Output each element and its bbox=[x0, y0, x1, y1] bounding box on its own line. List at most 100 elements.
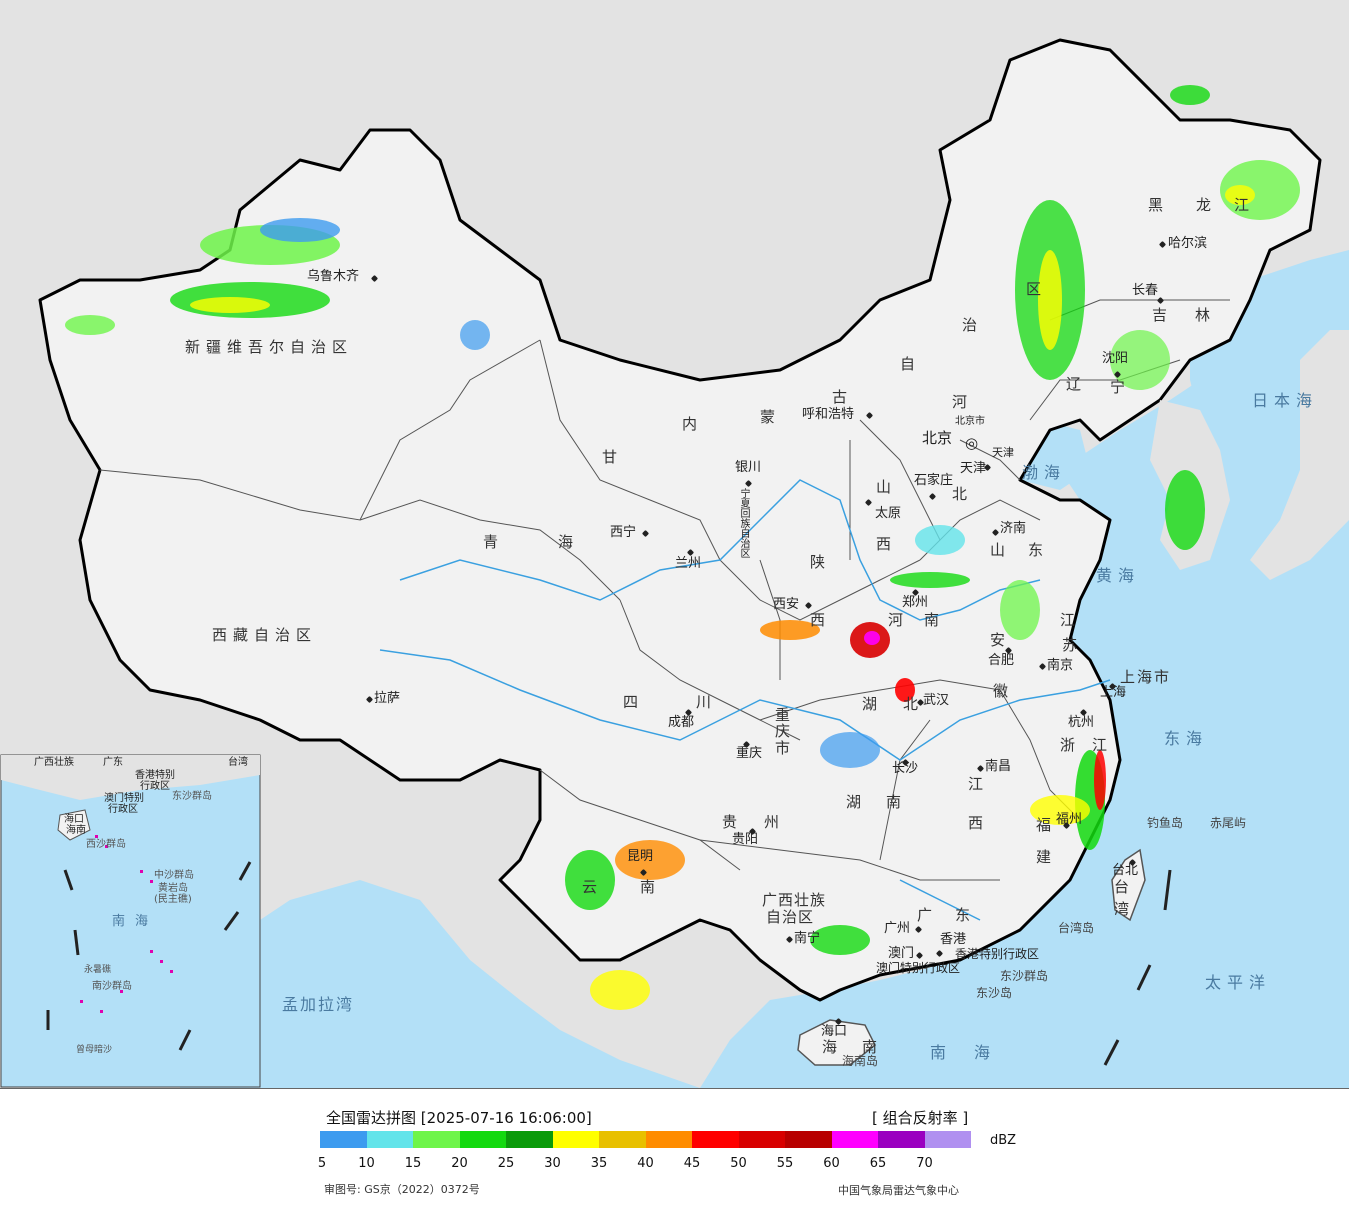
label-anhui-2: 徽 bbox=[993, 682, 1015, 700]
city-nanjing: 南京 bbox=[1047, 658, 1074, 673]
label-diaoyu: 钓鱼岛 bbox=[1147, 816, 1184, 830]
city-kunming: 昆明 bbox=[627, 849, 654, 864]
scale-tick-label: 5 bbox=[317, 1156, 327, 1171]
label-shanghai: 上海市 bbox=[1120, 668, 1172, 686]
label-chongqing-3: 市 bbox=[775, 739, 797, 757]
scale-swatch bbox=[831, 1131, 878, 1148]
nine-dash-line bbox=[46, 861, 1172, 1066]
radar-map[interactable]: 新疆维吾尔自治区 西藏自治区 青 海 甘 四 川 云 南 贵 州 广西壮族 自治… bbox=[0, 0, 1349, 1089]
capital-icon: ◎ bbox=[965, 434, 979, 452]
label-jilin-2: 林 bbox=[1195, 306, 1217, 324]
label-guangxi-1: 广西壮族 bbox=[762, 891, 827, 909]
inset-nansha: 南沙群岛 bbox=[92, 981, 132, 992]
label-hubei-1: 湖 bbox=[862, 695, 884, 713]
label-guangdong-1: 广 bbox=[917, 906, 939, 924]
label-fujian-1: 福 bbox=[1036, 816, 1058, 834]
inset-zengmu: 曾母暗沙 bbox=[76, 1045, 113, 1055]
label-yunnan-1: 云 bbox=[582, 878, 604, 896]
scale-swatch bbox=[878, 1131, 925, 1148]
scale-swatch bbox=[599, 1131, 646, 1148]
label-qinghai-2: 海 bbox=[558, 533, 580, 551]
organization-name: 中国气象局雷达气象中心 bbox=[838, 1184, 959, 1197]
inset-hk-2: 行政区 bbox=[140, 781, 170, 792]
scale-swatch bbox=[413, 1131, 460, 1148]
label-hubei-2: 北 bbox=[903, 695, 925, 713]
scale-tick-label: 20 bbox=[451, 1156, 468, 1171]
label-taiwan-1: 台 bbox=[1114, 878, 1136, 896]
city-shenyang: 沈阳 bbox=[1102, 351, 1129, 366]
japan-islands bbox=[1250, 330, 1349, 580]
label-shandong-2: 东 bbox=[1028, 541, 1050, 559]
scale-swatch bbox=[738, 1131, 785, 1148]
label-neimenggu-2: 蒙 bbox=[760, 408, 782, 426]
label-ningxia: 宁夏回族自治区 bbox=[738, 488, 749, 558]
label-sichuan-2: 川 bbox=[696, 693, 718, 711]
scale-swatch bbox=[552, 1131, 599, 1148]
scale-tick-label: 50 bbox=[730, 1156, 747, 1171]
label-hebei-1: 河 bbox=[952, 393, 974, 411]
label-guizhou-2: 州 bbox=[764, 813, 786, 831]
scale-tick-label: 30 bbox=[544, 1156, 561, 1171]
label-jiangxi-2: 西 bbox=[968, 814, 990, 832]
inset-south-sea: 南海 bbox=[112, 914, 159, 929]
city-jinan: 济南 bbox=[1000, 521, 1027, 536]
radar-echoes bbox=[65, 85, 1300, 1010]
label-hunan-2: 南 bbox=[886, 793, 908, 811]
legend-panel: 全国雷达拼图 [2025-07-16 16:06:00] [ 组合反射率 ] d… bbox=[0, 1089, 1349, 1208]
city-zhengzhou: 郑州 bbox=[902, 595, 929, 610]
label-dongsha-island: 东沙岛 bbox=[976, 986, 1013, 1000]
city-urumqi: 乌鲁木齐 bbox=[307, 269, 360, 284]
map-title: 全国雷达拼图 [2025-07-16 16:06:00] bbox=[326, 1109, 592, 1127]
bengal-sea bbox=[180, 880, 700, 1088]
inset-hainan: 海南 bbox=[66, 825, 86, 836]
label-yellow-sea: 黄海 bbox=[1096, 566, 1141, 585]
label-bohai: 渤海 bbox=[1022, 463, 1067, 482]
city-tianjin: 天津 bbox=[960, 461, 987, 476]
label-shandong-1: 山 bbox=[990, 541, 1012, 559]
city-chongqing: 重庆 bbox=[736, 746, 763, 761]
city-chengdu: 成都 bbox=[668, 715, 695, 730]
inset-xisha: 西沙群岛 bbox=[86, 839, 126, 850]
city-macau: 澳门 bbox=[888, 946, 915, 961]
label-jilin-1: 吉 bbox=[1152, 306, 1174, 324]
taiwan-island bbox=[1111, 848, 1146, 922]
inset-zhongsha: 中沙群岛 bbox=[154, 870, 194, 881]
label-hebei-2: 北 bbox=[952, 485, 974, 503]
product-type: [ 组合反射率 ] bbox=[872, 1109, 969, 1127]
city-hangzhou: 杭州 bbox=[1068, 715, 1095, 730]
scale-tick-label: 55 bbox=[776, 1156, 794, 1171]
label-taiwan-2: 湾 bbox=[1114, 900, 1136, 918]
label-xizang: 西藏自治区 bbox=[212, 626, 318, 644]
label-zhejiang-1: 浙 bbox=[1060, 736, 1082, 754]
label-chongqing-2: 庆 bbox=[775, 722, 797, 740]
inset-hk: 香港特别 bbox=[135, 770, 175, 781]
scale-swatch bbox=[320, 1131, 367, 1148]
city-hongkong: 香港 bbox=[940, 932, 967, 947]
label-beijing-municipality: 北京市 bbox=[955, 416, 985, 427]
label-shaanxi-1: 陕 bbox=[810, 553, 832, 571]
label-japan-sea: 日本海 bbox=[1252, 391, 1319, 410]
label-neimenggu-1: 内 bbox=[682, 415, 704, 433]
label-neimenggu-6: 区 bbox=[1026, 280, 1048, 298]
label-hk-sar: 香港特别行政区 bbox=[955, 947, 1040, 961]
label-guangdong-2: 东 bbox=[955, 906, 977, 924]
label-tianjin-province: 天津 bbox=[992, 446, 1014, 459]
label-xinjiang: 新疆维吾尔自治区 bbox=[185, 338, 354, 356]
label-hunan-1: 湖 bbox=[846, 793, 868, 811]
label-liaoning-1: 辽 bbox=[1066, 375, 1088, 393]
city-taipei: 台北 bbox=[1112, 863, 1139, 878]
label-heilongjiang-2: 龙 bbox=[1196, 196, 1218, 214]
city-nanchang: 南昌 bbox=[985, 759, 1012, 774]
scale-tick-label: 70 bbox=[916, 1156, 933, 1171]
inset-guangxi: 广西壮族 bbox=[34, 757, 74, 768]
label-hainan-2: 南 bbox=[862, 1038, 884, 1056]
label-shaanxi-2: 西 bbox=[810, 611, 832, 629]
city-changsha: 长沙 bbox=[892, 761, 919, 776]
label-chongqing-1: 重 bbox=[775, 706, 797, 724]
city-guiyang: 贵阳 bbox=[732, 832, 759, 847]
city-changchun: 长春 bbox=[1132, 283, 1159, 298]
city-hefei: 合肥 bbox=[988, 653, 1015, 668]
city-nanning: 南宁 bbox=[794, 931, 821, 946]
inset-yongshu: 永暑礁 bbox=[84, 965, 112, 975]
scale-swatch bbox=[924, 1131, 971, 1148]
